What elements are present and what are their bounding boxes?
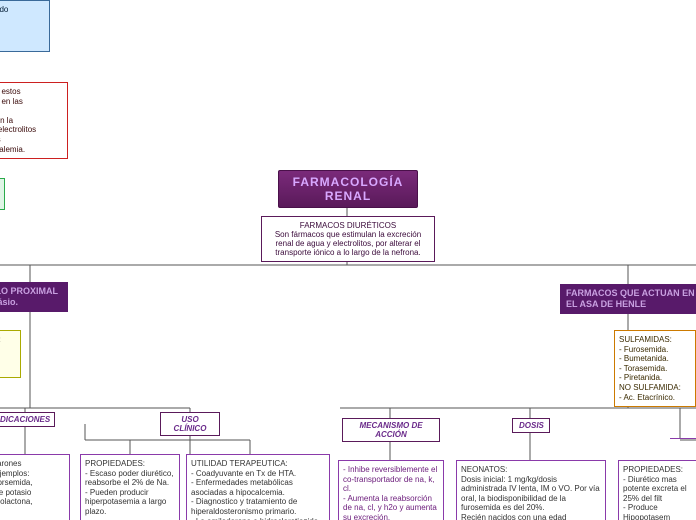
subtitle-box: FARMACOS DIURÉTICOS Son fármacos que est… <box>261 216 435 262</box>
subtitle-text: FARMACOS DIURÉTICOS Son fármacos que est… <box>275 221 421 257</box>
blue-info-text: ángulo cerrado opotasemia, semida, epáti… <box>0 5 8 52</box>
asa-header-text: FARMACOS QUE ACTUAN EN EL ASA DE HENLE <box>566 288 695 309</box>
uso-clinico-label: USO CLÍNICO <box>160 412 220 436</box>
dosis-label: DOSIS <box>512 418 550 433</box>
stub-right <box>670 438 696 442</box>
red-info-text: acción de estos sensadas en las frón. te… <box>0 87 36 154</box>
uso-clinico-label-text: USO CLÍNICO <box>174 415 207 433</box>
utilidad-box: UTILIDAD TERAPEUTICA: - Coadyuvante en T… <box>186 454 330 520</box>
neonatos-box: NEONATOS: Dosis inicial: 1 mg/kg/dosis a… <box>456 460 606 520</box>
aldosterona-box: STERONA: ES DE Na. <box>0 330 21 378</box>
green-stub <box>0 178 5 210</box>
main-title-text: FARMACOLOGÍA RENAL <box>293 175 404 203</box>
red-info-box: acción de estos sensadas en las frón. te… <box>0 82 68 159</box>
propiedades2-box: PROPIEDADES: - Diurético mas potente exc… <box>618 460 696 520</box>
indicaciones-label-text: INDICACIONES <box>0 415 50 424</box>
mecanismo-body: - Inhibe reversiblemente el co-transport… <box>338 460 444 520</box>
indicaciones-label: INDICACIONES <box>0 412 55 427</box>
utilidad-text: UTILIDAD TERAPEUTICA: - Coadyuvante en T… <box>191 459 318 520</box>
indicaciones-body: idemia, varones activos. Ejemplos: semid… <box>0 454 70 520</box>
blue-info-box: ángulo cerrado opotasemia, semida, epáti… <box>0 0 50 52</box>
asa-header: FARMACOS QUE ACTUAN EN EL ASA DE HENLE <box>560 284 696 314</box>
propiedades1-text: PROPIEDADES: - Escaso poder diurético, r… <box>85 459 174 516</box>
mecanismo-label-text: MECANISMO DE ACCIÓN <box>359 421 422 439</box>
proximal-header-text: ÚBULO PROXIMAL e potásio. <box>0 286 58 307</box>
neonatos-text: NEONATOS: Dosis inicial: 1 mg/kg/dosis a… <box>461 465 600 520</box>
sulfamidas-box: SULFAMIDAS: - Furosemida. - Bumetanida. … <box>614 330 696 407</box>
main-title: FARMACOLOGÍA RENAL <box>278 170 418 208</box>
propiedades1-box: PROPIEDADES: - Escaso poder diurético, r… <box>80 454 180 520</box>
aldosterona-text: STERONA: ES DE Na. <box>0 335 1 363</box>
mecanismo-body-text: - Inhibe reversiblemente el co-transport… <box>343 465 437 520</box>
proximal-header: ÚBULO PROXIMAL e potásio. <box>0 282 68 312</box>
dosis-label-text: DOSIS <box>519 421 544 430</box>
sulfamidas-text: SULFAMIDAS: - Furosemida. - Bumetanida. … <box>619 335 681 402</box>
indicaciones-body-text: idemia, varones activos. Ejemplos: semid… <box>0 459 33 506</box>
propiedades2-text: PROPIEDADES: - Diurético mas potente exc… <box>623 465 696 520</box>
mecanismo-label: MECANISMO DE ACCIÓN <box>342 418 440 442</box>
